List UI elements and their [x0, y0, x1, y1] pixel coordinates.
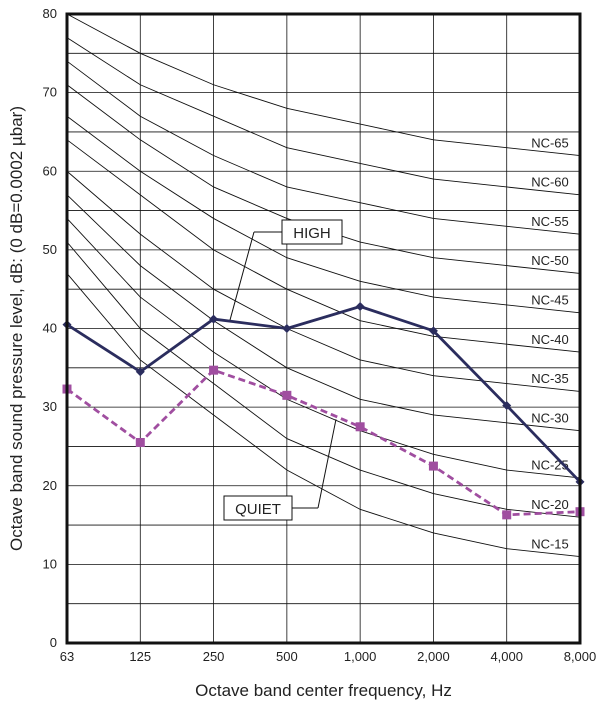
- data-point: [135, 438, 145, 448]
- data-point: [209, 365, 219, 375]
- nc-curve: [66, 13, 581, 156]
- callout-quiet-label: QUIET: [235, 501, 281, 518]
- data-point: [428, 461, 438, 471]
- y-tick-label: 50: [43, 242, 57, 257]
- y-tick-label: 40: [43, 321, 57, 336]
- x-tick-label: 500: [276, 649, 298, 664]
- x-tick-label: 250: [203, 649, 225, 664]
- nc-curve-label: NC-60: [531, 175, 569, 190]
- nc-curve: [66, 218, 581, 479]
- nc-curve-label: NC-50: [531, 253, 569, 268]
- nc-curve: [66, 273, 581, 557]
- y-tick-label: 70: [43, 85, 57, 100]
- nc-curve-label: NC-20: [531, 497, 569, 512]
- tick-labels-layer: 0 10 20 30 40 50 60 70 80 63 125 250 500 1,000 2,000 4,…: [43, 6, 597, 664]
- x-axis-title: Octave band center frequency, Hz: [195, 681, 452, 700]
- y-tick-label: 60: [43, 163, 57, 178]
- nc-curve: [66, 60, 581, 235]
- x-tick-label: 63: [60, 649, 74, 664]
- callout-quiet-leader-segment: [317, 419, 337, 509]
- nc-curve: [66, 139, 581, 353]
- y-axis-title: Octave band sound pressure level, dB: (0…: [7, 106, 26, 551]
- x-tick-label: 1,000: [344, 649, 377, 664]
- data-point: [209, 314, 219, 324]
- y-tick-label: 10: [43, 556, 57, 571]
- nc-curve-label: NC-15: [531, 536, 569, 551]
- series-line: [66, 368, 581, 517]
- x-tick-label: 8,000: [564, 649, 597, 664]
- callout-high-label: HIGH: [293, 225, 331, 242]
- nc-curve-label: NC-30: [531, 410, 569, 425]
- x-tick-label: 4,000: [490, 649, 523, 664]
- y-tick-label: 20: [43, 478, 57, 493]
- nc-curve: [66, 84, 581, 274]
- callout-high-box: [281, 219, 343, 245]
- nc-curve-label: NC-65: [531, 135, 569, 150]
- nc-curve: [66, 194, 581, 432]
- nc-curve: [66, 170, 581, 392]
- data-point: [355, 301, 365, 311]
- y-tick-label: 0: [50, 635, 57, 650]
- nc-curves-layer: NC-65 NC-60 NC-55 NC-50 NC-45 NC-40 NC-35 NC-30…: [66, 13, 581, 557]
- y-tick-label: 80: [43, 6, 57, 21]
- data-point: [355, 422, 365, 432]
- data-point: [502, 401, 512, 411]
- nc-curve-label: NC-40: [531, 332, 569, 347]
- x-tick-label: 125: [129, 649, 151, 664]
- callout-high-leader-segment: [229, 231, 255, 321]
- data-point: [135, 367, 145, 377]
- plot-frame: [65, 12, 582, 645]
- x-tick-label: 2,000: [417, 649, 450, 664]
- y-tick-label: 30: [43, 399, 57, 414]
- nc-curve: [66, 37, 581, 196]
- nc-curve: [66, 115, 581, 314]
- data-point: [282, 390, 292, 400]
- data-point: [428, 326, 438, 336]
- nc-curve-label: NC-55: [531, 214, 569, 229]
- data-point: [282, 324, 292, 333]
- callout-layer: HIGH QUIET: [223, 219, 343, 521]
- nc-curve-label: NC-45: [531, 293, 569, 308]
- nc-curve: [66, 241, 581, 518]
- series-layer: [62, 301, 585, 520]
- data-point: [502, 510, 512, 520]
- nc-curve-label: NC-35: [531, 371, 569, 386]
- series-line: [66, 305, 582, 483]
- callout-quiet-box: [223, 495, 293, 521]
- grid-layer: [67, 14, 580, 643]
